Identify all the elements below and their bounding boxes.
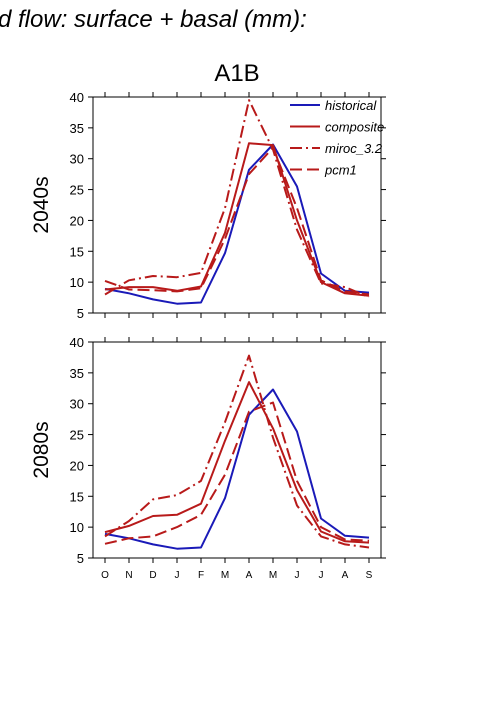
x-tick-label: A bbox=[246, 570, 253, 581]
x-tick-label: M bbox=[269, 570, 277, 581]
y-tick-label: 5 bbox=[77, 551, 84, 566]
x-tick-label: M bbox=[221, 570, 229, 581]
panels: 5 10 15 20 25 30 35 40 2040s historical composite m… bbox=[30, 90, 386, 581]
y-tick-label: 35 bbox=[70, 121, 84, 136]
y-tick-label: 15 bbox=[70, 244, 84, 259]
series-line-miroc_3.2 bbox=[104, 354, 370, 549]
scenario-subtitle: A1B bbox=[214, 60, 259, 87]
x-tick-label: J bbox=[175, 570, 180, 581]
series-line-pcm1 bbox=[104, 146, 370, 296]
y-tick-label: 25 bbox=[70, 428, 84, 443]
x-tick-label: O bbox=[101, 570, 109, 581]
x-tick-label: F bbox=[198, 570, 204, 581]
x-tick-label: A bbox=[342, 570, 349, 581]
x-tick-label: N bbox=[125, 570, 132, 581]
legend-label: composite bbox=[325, 120, 384, 135]
y-tick-label: 20 bbox=[70, 213, 84, 228]
x-tick-label: J bbox=[295, 570, 300, 581]
series-line-pcm1 bbox=[104, 401, 370, 545]
y-tick-label: 10 bbox=[70, 275, 84, 290]
plot-frame bbox=[92, 96, 382, 314]
y-tick-label: 25 bbox=[70, 183, 84, 198]
y-tick-label: 10 bbox=[70, 520, 84, 535]
legend-label: miroc_3.2 bbox=[325, 141, 383, 156]
series-line-composite bbox=[104, 142, 370, 297]
panel-2040s: 5 10 15 20 25 30 35 40 2040s historical composite m… bbox=[30, 90, 386, 321]
y-tick-label: 40 bbox=[70, 335, 84, 350]
x-tick-label: S bbox=[366, 570, 373, 581]
series-line-historical bbox=[104, 388, 370, 550]
plot-frame bbox=[92, 341, 382, 559]
panel-2080s: 5 10 15 20 25 30 35 40 O N D J F M A M J J A S 2080s bbox=[30, 335, 386, 581]
y-tick-label: 40 bbox=[70, 90, 84, 105]
series-line-miroc_3.2 bbox=[104, 99, 370, 298]
legend-label: pcm1 bbox=[324, 163, 357, 178]
figure-title: d flow: surface + basal (mm): bbox=[0, 6, 307, 33]
y-tick-label: 20 bbox=[70, 458, 84, 473]
series-line-historical bbox=[104, 143, 370, 305]
x-tick-label: D bbox=[149, 570, 156, 581]
y-axis-label: 2080s bbox=[30, 421, 53, 478]
y-tick-label: 30 bbox=[70, 152, 84, 167]
legend-label: historical bbox=[325, 98, 377, 113]
series-line-composite bbox=[104, 381, 370, 544]
y-tick-label: 5 bbox=[77, 306, 84, 321]
y-tick-label: 30 bbox=[70, 397, 84, 412]
x-tick-label: J bbox=[319, 570, 324, 581]
y-axis-label: 2040s bbox=[30, 176, 53, 233]
y-tick-label: 15 bbox=[70, 489, 84, 504]
y-tick-label: 35 bbox=[70, 366, 84, 381]
legend: historical composite miroc_3.2 pcm1 bbox=[290, 98, 384, 178]
